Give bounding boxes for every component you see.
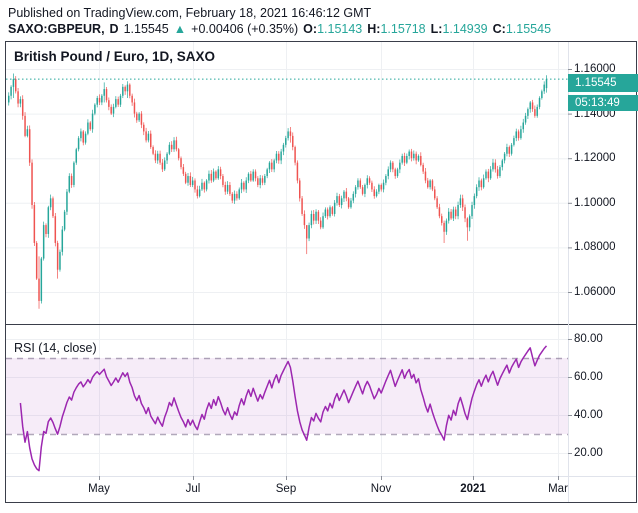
high-label: H:: [367, 22, 381, 36]
price-axis-label: 1.06000: [574, 286, 616, 298]
time-axis-label: May: [88, 483, 110, 495]
rsi-indicator-label: RSI (14, close): [14, 341, 97, 355]
open-value: 1.15143: [317, 22, 363, 36]
time-axis-label: Mar: [548, 483, 568, 495]
chart-title: British Pound / Euro, 1D, SAXO: [14, 49, 216, 64]
rsi-band: [6, 358, 568, 434]
price-axis-label: 1.12000: [574, 152, 616, 165]
change-value: +0.00406 (+0.35%): [191, 22, 299, 36]
close-value: 1.15545: [505, 22, 552, 36]
time-axis-label: Nov: [370, 483, 392, 495]
low-label: L:: [430, 22, 443, 36]
price-axis-label: 1.08000: [574, 241, 616, 254]
low-value: 1.14939: [442, 22, 488, 36]
published-line: Published on TradingView.com, February 1…: [8, 6, 372, 20]
countdown-badge: 05:13:49: [568, 95, 638, 111]
time-axis-label: 2021: [460, 483, 486, 495]
symbol-name: SAXO:GBPEUR,: [8, 22, 105, 36]
rsi-axis-label: 60.00: [574, 371, 603, 383]
price-axis-label: 1.10000: [574, 196, 616, 209]
price-axis-label: 1.16000: [574, 63, 616, 75]
time-axis-label: Jul: [185, 483, 201, 495]
close-label: C:: [492, 22, 506, 36]
time-axis-label: Sep: [275, 483, 297, 495]
rsi-axis-label: 40.00: [574, 409, 603, 421]
symbol-line: SAXO:GBPEUR, D 1.15545 ▲ +0.00406 (+0.35%) O:…: [8, 21, 551, 37]
rsi-axis-label: 20.00: [574, 447, 603, 459]
last-price-badge: 1.15545: [568, 74, 638, 92]
rsi-line-series: [19, 345, 548, 472]
chart-frame: [5, 41, 637, 503]
last-price-value: 1.15545: [123, 22, 169, 36]
interval-label: D: [109, 22, 119, 36]
candlestick-series: [8, 73, 548, 309]
rsi-axis-label: 80.00: [574, 333, 603, 345]
high-value: 1.15718: [380, 22, 426, 36]
open-label: O:: [303, 22, 318, 36]
up-arrow-icon: ▲: [173, 22, 187, 36]
